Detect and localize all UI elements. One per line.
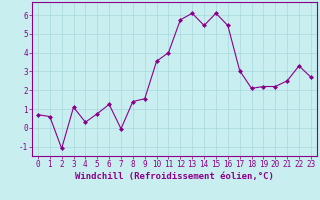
X-axis label: Windchill (Refroidissement éolien,°C): Windchill (Refroidissement éolien,°C) (75, 172, 274, 181)
